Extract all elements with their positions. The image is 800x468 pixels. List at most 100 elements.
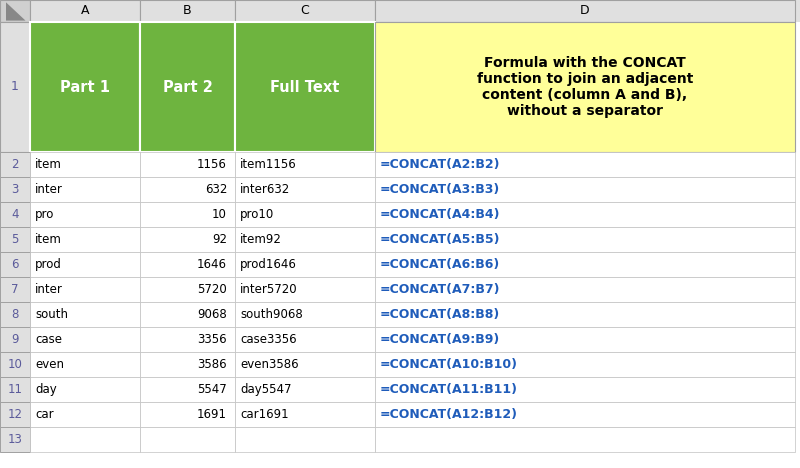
Bar: [0, 277, 30, 302]
Bar: [375, 202, 795, 227]
Text: pro: pro: [35, 208, 54, 221]
Bar: [0, 0, 800, 22]
Text: 13: 13: [7, 433, 22, 446]
Bar: [235, 352, 375, 377]
Text: B: B: [183, 5, 192, 17]
Bar: [30, 352, 140, 377]
Text: 5: 5: [11, 233, 18, 246]
Bar: [375, 252, 795, 277]
Bar: [30, 0, 140, 22]
Bar: [140, 177, 235, 202]
Text: 1646: 1646: [197, 258, 227, 271]
Bar: [140, 427, 235, 452]
Bar: [0, 202, 30, 227]
Bar: [375, 352, 795, 377]
Text: item92: item92: [240, 233, 282, 246]
Bar: [375, 22, 795, 152]
Bar: [0, 427, 30, 452]
Bar: [235, 402, 375, 427]
Text: =CONCAT(A6:B6): =CONCAT(A6:B6): [380, 258, 500, 271]
Text: 4: 4: [11, 208, 18, 221]
Text: item: item: [35, 158, 62, 171]
Text: item1156: item1156: [240, 158, 297, 171]
Text: 3: 3: [11, 183, 18, 196]
Bar: [0, 252, 30, 277]
Text: 9: 9: [11, 333, 18, 346]
Text: case: case: [35, 333, 62, 346]
Text: 1156: 1156: [197, 158, 227, 171]
Text: 10: 10: [212, 208, 227, 221]
Bar: [0, 177, 30, 202]
Text: south9068: south9068: [240, 308, 302, 321]
Bar: [0, 22, 30, 152]
Bar: [235, 252, 375, 277]
Text: =CONCAT(A5:B5): =CONCAT(A5:B5): [380, 233, 501, 246]
Text: =CONCAT(A3:B3): =CONCAT(A3:B3): [380, 183, 500, 196]
Text: 10: 10: [7, 358, 22, 371]
Bar: [0, 402, 30, 427]
Bar: [30, 377, 140, 402]
Text: A: A: [81, 5, 90, 17]
Text: 3586: 3586: [198, 358, 227, 371]
Text: 12: 12: [7, 408, 22, 421]
Text: day5547: day5547: [240, 383, 291, 396]
Bar: [30, 202, 140, 227]
Bar: [140, 327, 235, 352]
Bar: [235, 152, 375, 177]
Text: =CONCAT(A9:B9): =CONCAT(A9:B9): [380, 333, 500, 346]
Bar: [140, 377, 235, 402]
Text: =CONCAT(A7:B7): =CONCAT(A7:B7): [380, 283, 501, 296]
Text: prod: prod: [35, 258, 62, 271]
Text: 9068: 9068: [198, 308, 227, 321]
Bar: [235, 177, 375, 202]
Bar: [140, 352, 235, 377]
Bar: [235, 0, 375, 22]
Text: =CONCAT(A12:B12): =CONCAT(A12:B12): [380, 408, 518, 421]
Bar: [235, 202, 375, 227]
Text: 5547: 5547: [198, 383, 227, 396]
Text: 8: 8: [11, 308, 18, 321]
Bar: [375, 327, 795, 352]
Text: inter: inter: [35, 283, 63, 296]
Text: 5720: 5720: [198, 283, 227, 296]
Polygon shape: [6, 2, 26, 21]
Bar: [235, 427, 375, 452]
Bar: [140, 277, 235, 302]
Bar: [30, 302, 140, 327]
Bar: [235, 327, 375, 352]
Bar: [140, 22, 235, 152]
Bar: [140, 252, 235, 277]
Text: even3586: even3586: [240, 358, 298, 371]
Text: case3356: case3356: [240, 333, 297, 346]
Bar: [235, 227, 375, 252]
Text: =CONCAT(A11:B11): =CONCAT(A11:B11): [380, 383, 518, 396]
Text: 3356: 3356: [198, 333, 227, 346]
Bar: [30, 327, 140, 352]
Bar: [235, 277, 375, 302]
Bar: [375, 227, 795, 252]
Bar: [375, 0, 795, 22]
Text: 92: 92: [212, 233, 227, 246]
Bar: [375, 152, 795, 177]
Text: south: south: [35, 308, 68, 321]
Text: 632: 632: [205, 183, 227, 196]
Text: 1: 1: [11, 80, 19, 94]
Text: car: car: [35, 408, 54, 421]
Text: car1691: car1691: [240, 408, 289, 421]
Bar: [375, 427, 795, 452]
Text: 1691: 1691: [197, 408, 227, 421]
Text: =CONCAT(A10:B10): =CONCAT(A10:B10): [380, 358, 518, 371]
Bar: [235, 377, 375, 402]
Bar: [30, 402, 140, 427]
Text: =CONCAT(A4:B4): =CONCAT(A4:B4): [380, 208, 501, 221]
Text: Part 2: Part 2: [162, 80, 213, 95]
Bar: [0, 327, 30, 352]
Text: Part 1: Part 1: [60, 80, 110, 95]
Text: C: C: [301, 5, 310, 17]
Text: =CONCAT(A2:B2): =CONCAT(A2:B2): [380, 158, 501, 171]
Bar: [235, 22, 375, 152]
Bar: [140, 302, 235, 327]
Text: 7: 7: [11, 283, 18, 296]
Text: inter5720: inter5720: [240, 283, 298, 296]
Bar: [140, 202, 235, 227]
